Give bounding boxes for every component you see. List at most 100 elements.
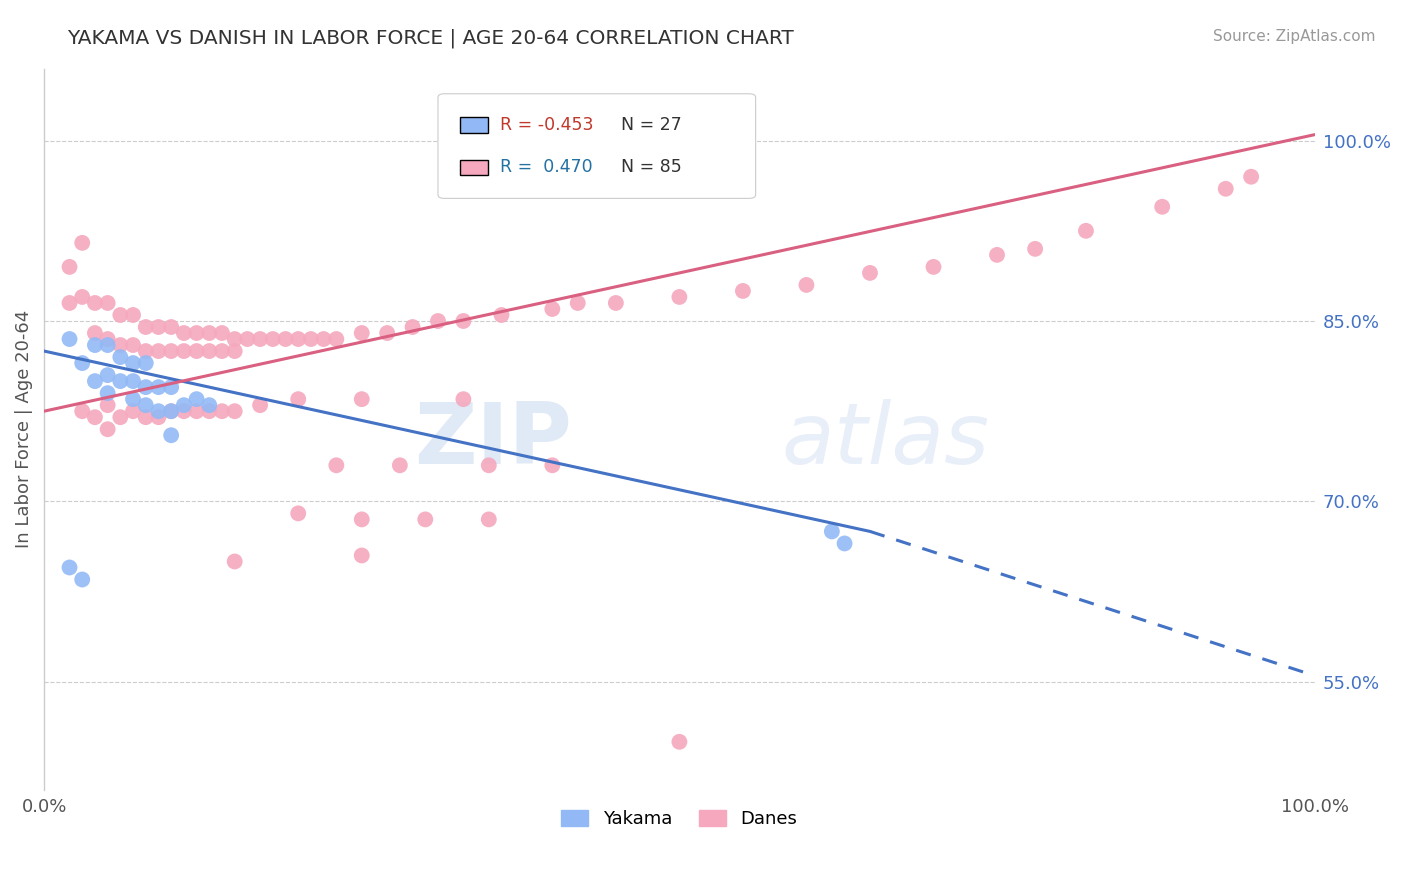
Point [274,332,297,346]
Point [97,386,120,401]
Point [160,380,183,394]
Point [375,326,398,340]
Point [478,458,501,473]
Point [299,332,322,346]
Point [541,301,564,316]
Point [224,344,246,359]
Point [97,332,120,346]
Point [605,296,627,310]
Point [350,512,373,526]
Point [160,428,183,442]
Point [541,458,564,473]
FancyBboxPatch shape [460,160,488,176]
Point [160,404,183,418]
Point [110,410,132,425]
Text: R =  0.470: R = 0.470 [501,159,593,177]
Point [287,507,309,521]
Point [211,344,233,359]
Text: YAKAMA VS DANISH IN LABOR FORCE | AGE 20-64 CORRELATION CHART: YAKAMA VS DANISH IN LABOR FORCE | AGE 20… [67,29,794,48]
Point [148,380,170,394]
Point [325,332,347,346]
Point [122,374,145,388]
Point [198,326,221,340]
Point [224,332,246,346]
Point [173,326,195,340]
Point [453,314,475,328]
Point [110,308,132,322]
Point [58,332,80,346]
Point [491,308,513,322]
Point [97,398,120,412]
Point [731,284,754,298]
Point [135,380,157,394]
Point [1215,182,1237,196]
Point [135,320,157,334]
Point [287,392,309,406]
Point [135,356,157,370]
Point [312,332,335,346]
Point [97,368,120,383]
Point [122,356,145,370]
Point [211,404,233,418]
FancyBboxPatch shape [439,94,755,198]
Point [84,410,107,425]
Point [413,512,436,526]
Point [173,404,195,418]
Point [58,260,80,274]
Point [70,235,93,250]
Point [173,344,195,359]
Point [796,277,818,292]
Point [287,332,309,346]
Text: R = -0.453: R = -0.453 [501,116,593,134]
Point [84,326,107,340]
Point [58,560,80,574]
Point [148,410,170,425]
Point [58,296,80,310]
Point [350,549,373,563]
Point [122,338,145,352]
Point [478,512,501,526]
Point [986,248,1008,262]
Point [70,573,93,587]
Point [668,290,690,304]
Point [97,338,120,352]
Point [249,332,271,346]
Point [453,392,475,406]
Point [198,344,221,359]
Point [135,398,157,412]
Point [427,314,450,328]
Point [70,356,93,370]
FancyBboxPatch shape [460,117,488,133]
Point [262,332,284,346]
Point [224,554,246,568]
Point [186,344,208,359]
Point [135,410,157,425]
Point [198,398,221,412]
Point [1152,200,1174,214]
Point [198,404,221,418]
Point [186,326,208,340]
Point [350,326,373,340]
Point [122,308,145,322]
Text: ZIP: ZIP [413,399,571,482]
Point [148,404,170,418]
Point [97,296,120,310]
Point [160,320,183,334]
Point [122,392,145,406]
Point [110,374,132,388]
Point [224,404,246,418]
Point [401,320,423,334]
Point [1074,224,1097,238]
Point [70,404,93,418]
Point [186,404,208,418]
Point [84,296,107,310]
Point [110,350,132,364]
Text: N = 27: N = 27 [621,116,682,134]
Point [70,290,93,304]
Point [1240,169,1263,184]
Y-axis label: In Labor Force | Age 20-64: In Labor Force | Age 20-64 [15,310,32,549]
Point [110,338,132,352]
Point [567,296,589,310]
Point [211,326,233,340]
Point [186,392,208,406]
